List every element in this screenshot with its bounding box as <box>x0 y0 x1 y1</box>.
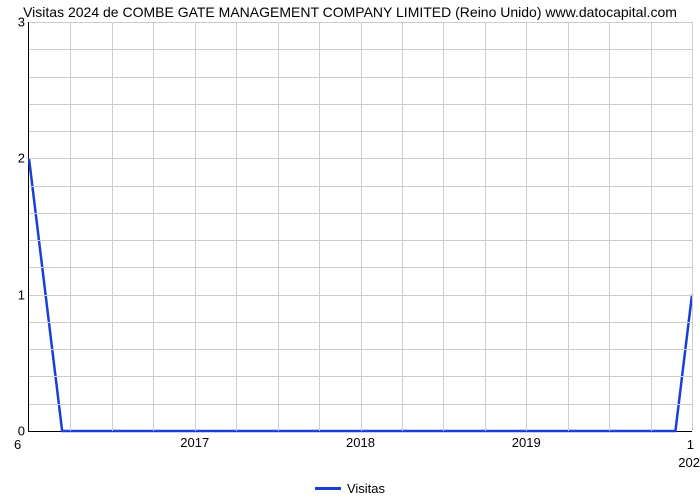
grid-line-vertical <box>526 22 527 431</box>
grid-line-vertical <box>195 22 196 431</box>
x-axis-right-label: 202 <box>678 455 700 470</box>
grid-line-vertical <box>319 22 320 431</box>
x-tick-label: 2018 <box>346 431 375 450</box>
grid-line-vertical <box>568 22 569 431</box>
corner-label-bottom-right: 1 <box>687 437 694 452</box>
y-tick-label: 2 <box>18 151 29 166</box>
plot-top-border <box>29 22 692 23</box>
grid-line-vertical <box>402 22 403 431</box>
grid-line-vertical <box>153 22 154 431</box>
plot-right-border <box>692 22 693 431</box>
legend-item-visitas: Visitas <box>315 481 385 496</box>
grid-line-vertical <box>112 22 113 431</box>
legend-label: Visitas <box>347 481 385 496</box>
grid-line-vertical <box>361 22 362 431</box>
legend: Visitas <box>0 477 700 496</box>
grid-line-vertical <box>236 22 237 431</box>
grid-line-vertical <box>651 22 652 431</box>
corner-label-bottom-left: 6 <box>14 437 21 452</box>
grid-line-vertical <box>70 22 71 431</box>
grid-line-vertical <box>485 22 486 431</box>
chart-title: Visitas 2024 de COMBE GATE MANAGEMENT CO… <box>0 4 700 20</box>
grid-line-vertical <box>443 22 444 431</box>
legend-swatch <box>315 487 341 490</box>
x-tick-label: 2019 <box>512 431 541 450</box>
plot-area: 0123201720182019 <box>28 22 692 432</box>
grid-line-vertical <box>609 22 610 431</box>
x-tick-label: 2017 <box>180 431 209 450</box>
y-tick-label: 3 <box>18 15 29 30</box>
y-tick-label: 1 <box>18 287 29 302</box>
chart-container: 0123201720182019 6 1 202 <box>28 22 692 452</box>
grid-line-vertical <box>278 22 279 431</box>
